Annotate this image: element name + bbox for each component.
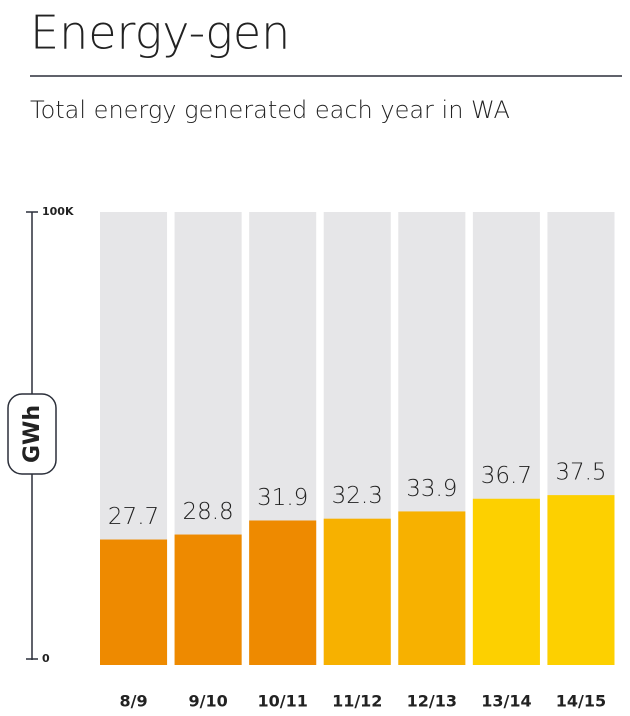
value-label: 33.9 (406, 476, 457, 502)
x-tick-label: 8/9 (119, 692, 147, 711)
bar (323, 518, 391, 665)
x-tick-label: 13/14 (481, 692, 531, 711)
x-tick-label: 14/15 (556, 692, 606, 711)
chart-subtitle: Total energy generated each year in WA (30, 96, 510, 124)
x-tick-label: 12/13 (407, 692, 457, 711)
bar (398, 511, 466, 665)
bar (472, 498, 540, 665)
y-label-group: GWh (7, 393, 57, 475)
y-tick-label: 0 (42, 652, 50, 665)
value-label: 27.7 (108, 504, 159, 530)
y-label-box (7, 393, 57, 475)
value-label: 37.5 (555, 460, 606, 486)
value-label: 31.9 (257, 485, 308, 511)
value-label: 32.3 (332, 483, 383, 509)
x-tick-label: 10/11 (257, 692, 307, 711)
x-tick-label: 11/12 (332, 692, 382, 711)
bar (174, 534, 242, 665)
x-tick-label: 9/10 (188, 692, 227, 711)
y-axis-label: GWh (20, 405, 45, 463)
value-label: 28.8 (182, 499, 233, 525)
bar (100, 539, 168, 665)
value-label: 36.7 (481, 463, 532, 489)
chart-title: Energy-gen (30, 6, 290, 60)
bar (249, 520, 317, 665)
y-tick-label: 100K (42, 205, 74, 218)
bar (547, 495, 615, 665)
